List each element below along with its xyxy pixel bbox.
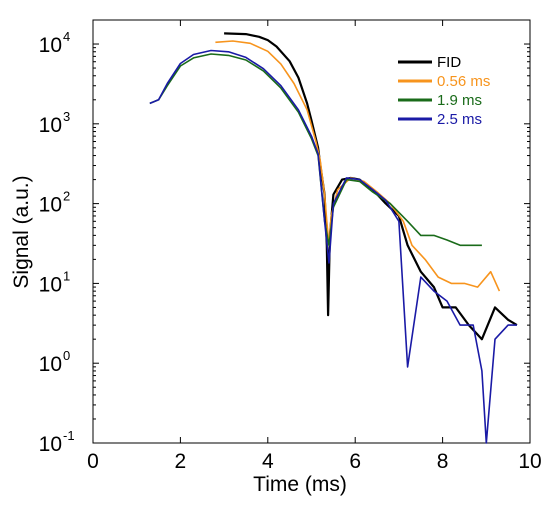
y-tick-label: 10 [39,194,62,217]
series-line-1 [215,40,501,292]
x-axis-label: Time (ms) [253,473,347,496]
y-tick-exponent: 0 [63,348,70,363]
x-tick-label: 4 [262,450,274,473]
x-tick-label: 2 [175,450,187,473]
plot-area [92,19,531,444]
y-tick-exponent: 1 [63,268,70,283]
x-tick-label: 0 [87,450,99,473]
y-tick-exponent: -1 [63,428,75,443]
legend-label: 2.5 ms [437,111,482,128]
x-tick-label: 6 [349,450,361,473]
y-tick-label: 10 [39,433,62,456]
y-tick-exponent: 4 [63,29,70,44]
y-tick-label: 10 [39,353,62,376]
legend-label: FID [437,54,461,71]
y-tick-exponent: 3 [63,109,70,124]
legend: FID 0.56 ms 1.9 ms 2.5 ms [398,54,490,128]
legend-label: 1.9 ms [437,92,482,109]
y-tick-exponent: 2 [63,189,70,204]
x-tick-label: 8 [437,450,449,473]
y-axis-label: Signal (a.u.) [10,175,33,288]
series-line-3 [149,49,517,444]
y-tick-label: 10 [39,273,62,296]
y-tick-label: 10 [39,34,62,57]
legend-label: 0.56 ms [437,73,490,90]
x-tick-label: 10 [518,450,541,473]
y-tick-label: 10 [39,114,62,137]
series-lines [149,32,518,444]
